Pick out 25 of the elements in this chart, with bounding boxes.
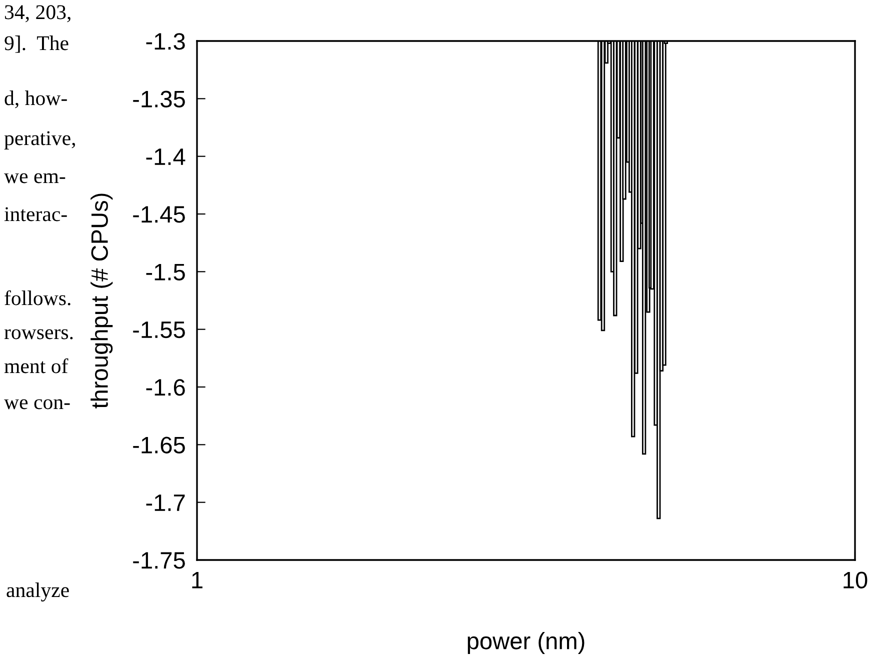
y-tick-label: -1.7 — [146, 494, 185, 511]
text: rowsers. — [4, 329, 73, 340]
text: interac- — [4, 207, 67, 222]
x-tick-label: 1 — [192, 572, 202, 588]
x-tick-label: 10 — [844, 572, 868, 588]
y-tick-label: -1.55 — [133, 322, 185, 338]
y-tick-label: -1.5 — [146, 264, 185, 280]
y-tick-label: -1.75 — [133, 552, 185, 569]
y-tick-label: -1.3 — [146, 33, 185, 50]
y-tick-label: -1.65 — [133, 436, 185, 454]
text: ment of — [4, 358, 68, 374]
y-tick-label: -1.45 — [133, 206, 185, 223]
text: follows. — [4, 290, 70, 306]
text: 34, 203, — [4, 5, 70, 22]
text: analyze — [6, 582, 69, 602]
y-tick-label: -1.6 — [146, 379, 185, 396]
y-tick-label: -1.4 — [146, 148, 186, 165]
text: we em- — [4, 173, 66, 184]
y-axis-title: throughput (# CPUs) — [90, 194, 113, 408]
text: 9]. The — [4, 36, 68, 53]
y-tick-label: -1.35 — [133, 90, 185, 108]
text: perative, — [4, 131, 75, 150]
text: d, how- — [4, 90, 67, 108]
x-axis-title: power (nm) — [468, 632, 584, 654]
text: we con- — [4, 399, 70, 410]
